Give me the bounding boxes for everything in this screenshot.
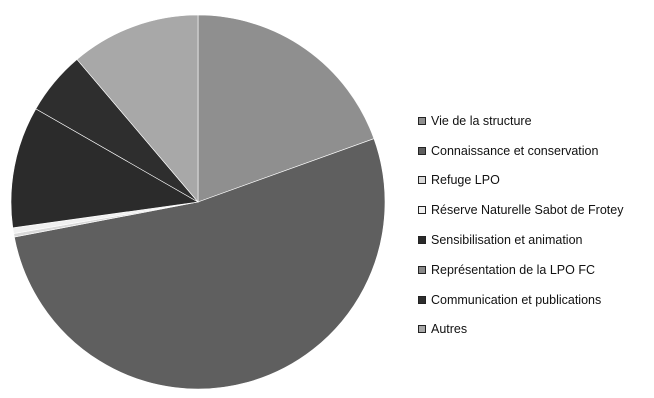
legend-swatch xyxy=(418,265,426,274)
legend-item-sensibilisation-animation: Sensibilisation et animation xyxy=(418,225,654,255)
pie-slice-vie-structure xyxy=(197,14,375,203)
legend-swatch xyxy=(418,236,426,245)
legend-label: Autres xyxy=(431,322,468,337)
legend-swatch xyxy=(418,206,426,215)
legend-item-representation-lpo-fc: Représentation de la LPO FC xyxy=(418,255,654,285)
legend-item-autres: Autres xyxy=(418,315,654,345)
legend-item-communication-publications: Communication et publications xyxy=(418,285,654,315)
legend-item-reserve-naturelle: Réserve Naturelle Sabot de Frotey xyxy=(418,195,654,225)
legend-swatch xyxy=(418,116,426,125)
legend-label: Connaissance et conservation xyxy=(431,143,599,158)
legend-label: Vie de la structure xyxy=(431,113,532,128)
legend-item-vie-structure: Vie de la structure xyxy=(418,106,654,136)
legend-swatch xyxy=(418,176,426,185)
legend-label: Refuge LPO xyxy=(431,173,500,188)
legend-label: Communication et publications xyxy=(431,292,602,307)
legend-swatch xyxy=(418,295,426,304)
legend-swatch xyxy=(418,325,426,334)
legend: Vie de la structure Connaissance et cons… xyxy=(418,106,654,344)
pie-slice-autres xyxy=(76,14,199,203)
legend-item-refuge-lpo: Refuge LPO xyxy=(418,166,654,196)
legend-label: Réserve Naturelle Sabot de Frotey xyxy=(431,203,624,218)
pie-slice-connaissance-conservation xyxy=(13,138,386,390)
legend-item-connaissance-conservation: Connaissance et conservation xyxy=(418,136,654,166)
legend-label: Sensibilisation et animation xyxy=(431,233,583,248)
legend-label: Représentation de la LPO FC xyxy=(431,262,595,277)
legend-swatch xyxy=(418,146,426,155)
pie-slice-sensibilisation-animation xyxy=(10,108,199,229)
pie-chart xyxy=(10,14,386,390)
